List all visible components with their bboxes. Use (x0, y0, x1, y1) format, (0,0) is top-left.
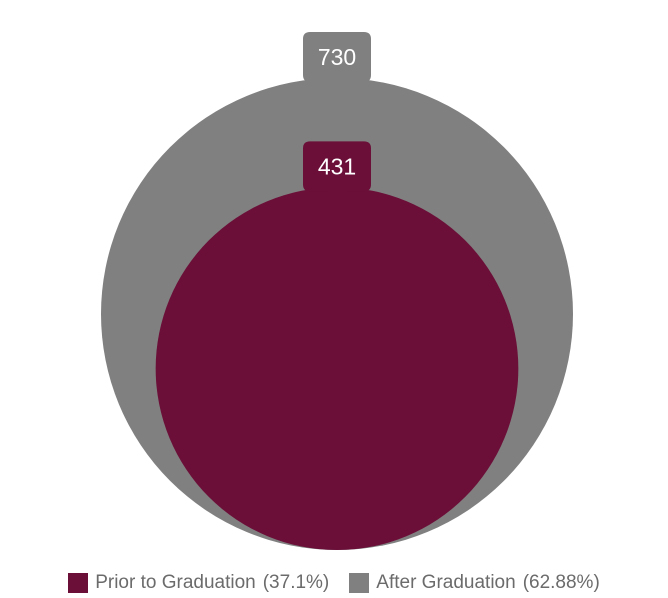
legend-swatch-after (349, 573, 370, 593)
data-label: 730 (318, 44, 356, 70)
legend-item-after[interactable]: After Graduation (62.88%) (349, 572, 600, 594)
callout-box (303, 141, 371, 202)
legend-label-prior: Prior to Graduation (95, 572, 256, 593)
data-label: 431 (318, 153, 356, 179)
legend-percent-prior: (37.1%) (262, 572, 330, 593)
value-callout-prior: 431 (303, 141, 371, 202)
legend-label-after: After Graduation (376, 572, 516, 593)
legend-percent-after: (62.88%) (522, 572, 600, 593)
bubble-prior[interactable] (155, 187, 519, 550)
legend-item-prior[interactable]: Prior to Graduation (37.1%) (68, 572, 329, 594)
chart-legend: Prior to Graduation (37.1%) After Gradua… (0, 569, 668, 597)
legend-swatch-prior (68, 573, 89, 593)
value-callout-after: 730 (303, 32, 371, 92)
callout-box (303, 32, 371, 92)
